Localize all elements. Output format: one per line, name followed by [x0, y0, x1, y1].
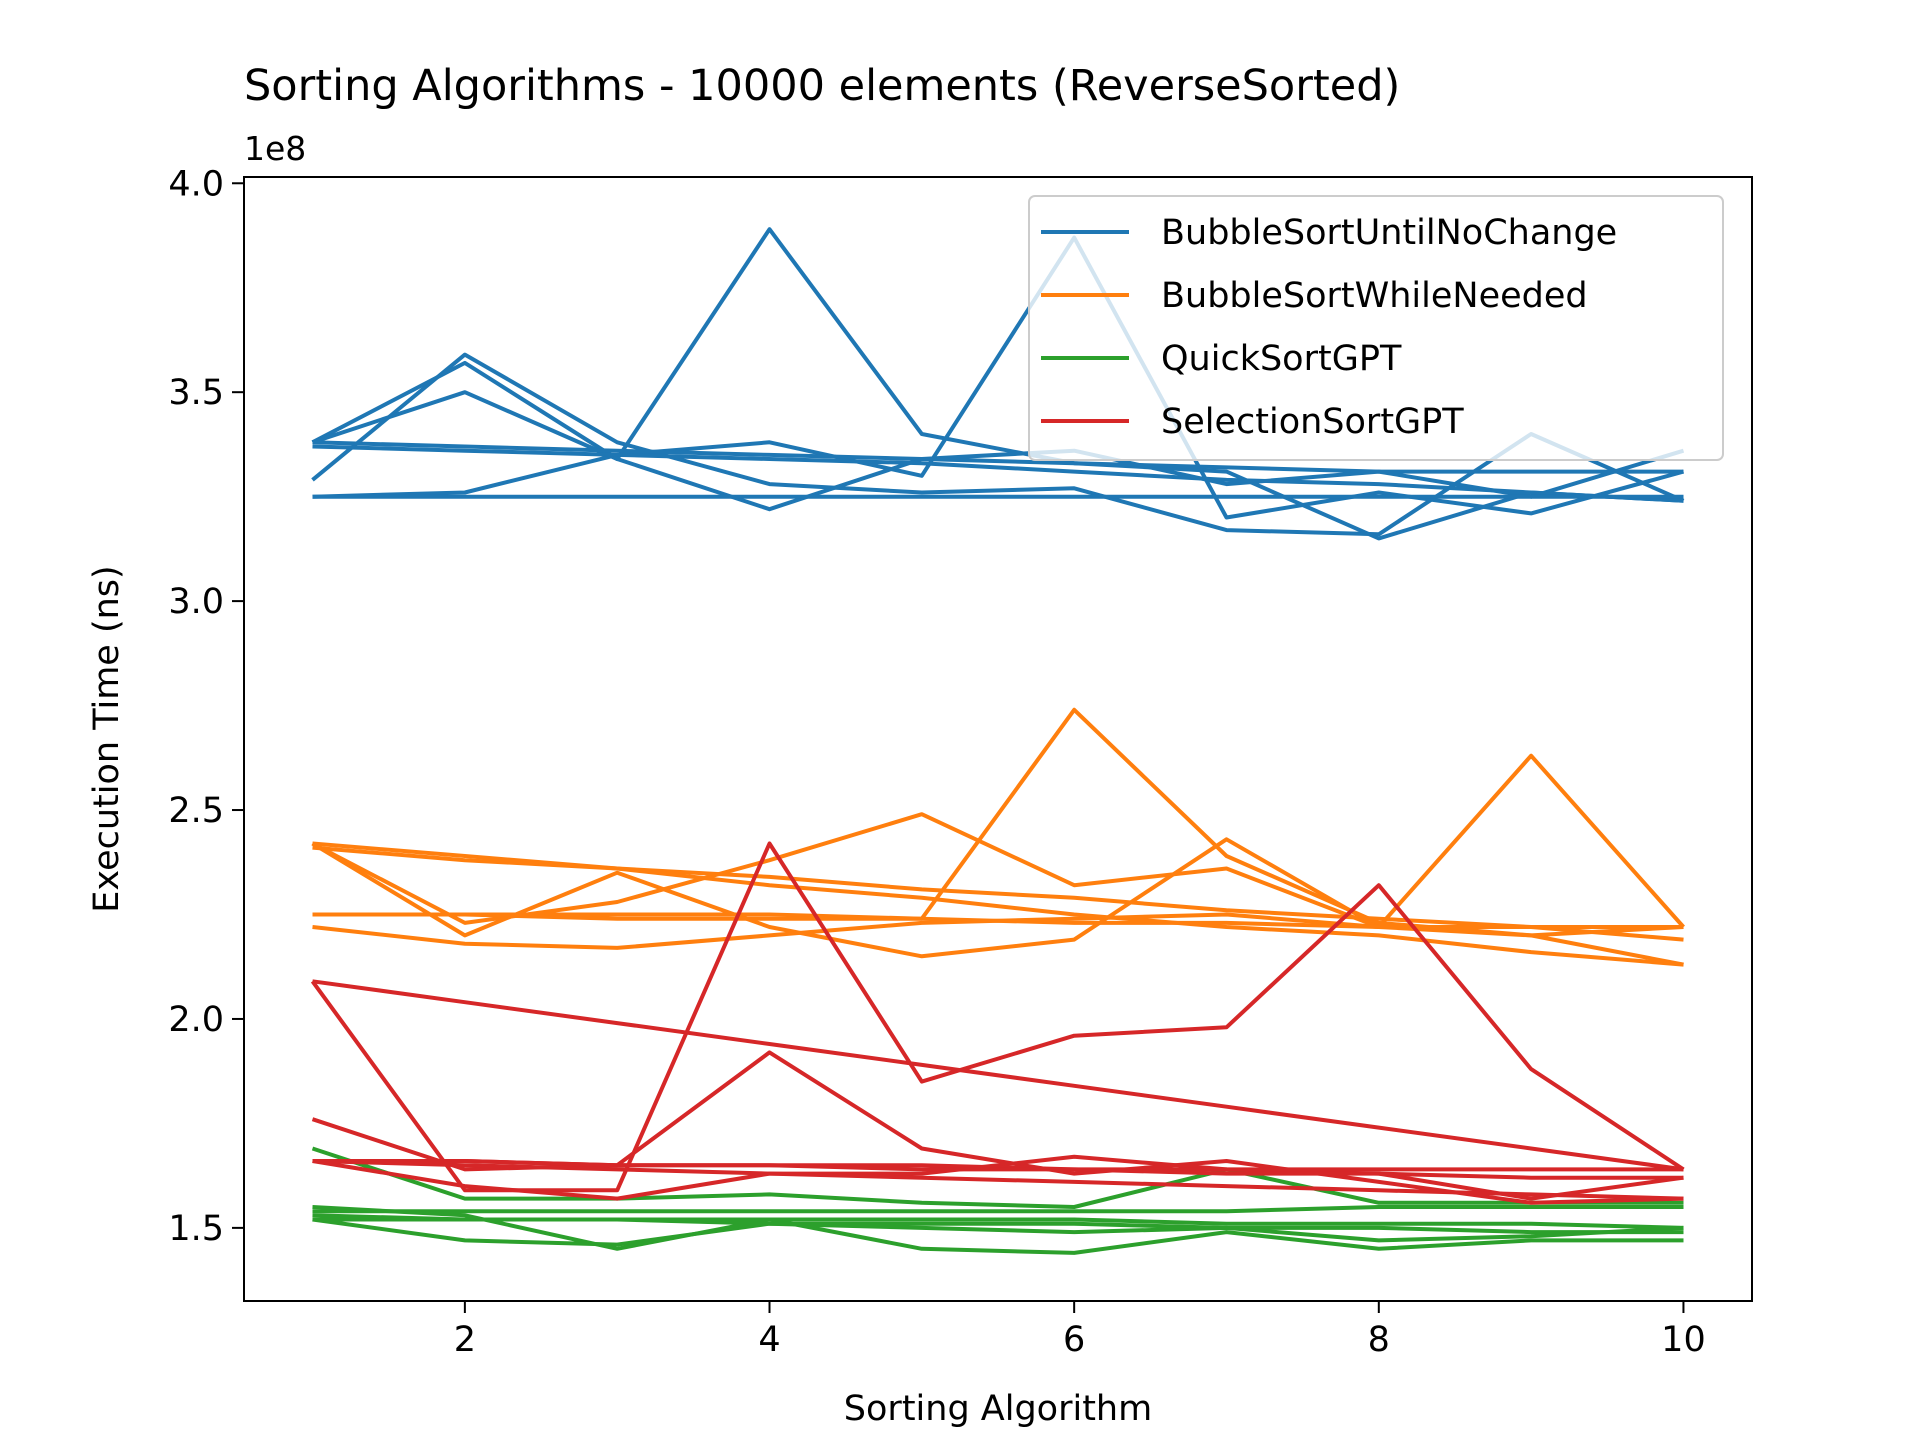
series-line-QuickSortGPT-run-2: [312, 1217, 1684, 1247]
chart-title: Sorting Algorithms - 10000 elements (Rev…: [244, 61, 1400, 111]
series-SelectionSortGPT: [310, 841, 1685, 1205]
legend-item-QuickSortGPT: QuickSortGPT: [1041, 339, 1402, 379]
series-line-BubbleSortUntilNoChange-run-2: [311, 227, 1684, 541]
y-axis-label: Execution Time (ns): [87, 565, 127, 912]
y-tick-label: 3.5: [168, 373, 224, 413]
x-tick-label: 6: [1063, 1320, 1085, 1360]
series-line-BubbleSortUntilNoChange-run-3: [312, 235, 1685, 520]
y-tick-label: 2.0: [168, 1000, 224, 1040]
series-line-SelectionSortGPT-run-7: [312, 1159, 1684, 1180]
series-line-BubbleSortWhileNeeded-run-3: [312, 707, 1684, 967]
series-line-QuickSortGPT-run-5: [312, 1205, 1684, 1214]
series-line-BubbleSortUntilNoChange-run-4: [311, 390, 1685, 512]
legend-item-SelectionSortGPT: SelectionSortGPT: [1041, 402, 1464, 442]
series-BubbleSortUntilNoChange: [311, 227, 1685, 541]
series-line-BubbleSortWhileNeeded-run-1: [311, 837, 1684, 959]
series-line-QuickSortGPT-run-6: [312, 1217, 1684, 1230]
series-line-BubbleSortWhileNeeded-run-7: [312, 912, 1684, 929]
y-tick-label: 4.0: [168, 164, 224, 204]
x-tick-label: 4: [758, 1320, 780, 1360]
series-BubbleSortWhileNeeded: [311, 707, 1685, 967]
legend-box: [1028, 195, 1724, 461]
x-tick-label: 2: [454, 1320, 476, 1360]
x-axis: 2 4 6 8 10: [454, 1301, 1706, 1360]
series-QuickSortGPT: [311, 1146, 1684, 1255]
legend: BubbleSortUntilNoChange BubbleSortWhileNe…: [1028, 195, 1724, 461]
series-line-SelectionSortGPT-run-6: [312, 1159, 1684, 1201]
legend-item-BubbleSortUntilNoChange: BubbleSortUntilNoChange: [1041, 213, 1617, 253]
series-line-QuickSortGPT-run-3: [312, 1205, 1684, 1255]
y-tick-label: 1.5: [168, 1209, 224, 1249]
series-layer: [310, 227, 1685, 1255]
series-line-BubbleSortWhileNeeded-run-6: [312, 841, 1684, 967]
legend-label: QuickSortGPT: [1161, 339, 1402, 379]
plot-area-frame: [243, 176, 1753, 1302]
legend-label: BubbleSortUntilNoChange: [1161, 213, 1617, 253]
series-line-BubbleSortWhileNeeded-run-2: [311, 753, 1685, 929]
series-line-QuickSortGPT-run-1: [311, 1146, 1684, 1209]
series-line-BubbleSortUntilNoChange-run-6: [312, 444, 1684, 503]
legend-label: BubbleSortWhileNeeded: [1161, 276, 1588, 316]
y-tick-label: 2.5: [168, 791, 224, 831]
x-tick-label: 10: [1661, 1320, 1706, 1360]
y-axis-offset-label: 1e8: [244, 129, 306, 168]
series-line-SelectionSortGPT-run-1: [310, 841, 1685, 1193]
x-tick-label: 8: [1368, 1320, 1390, 1360]
series-line-SelectionSortGPT-run-4: [312, 979, 1684, 1172]
legend-label: SelectionSortGPT: [1161, 402, 1464, 442]
y-axis: 1.5 2.0 2.5 3.0 3.5 4.0: [168, 164, 244, 1249]
series-line-BubbleSortUntilNoChange-run-5: [312, 440, 1684, 474]
series-line-BubbleSortWhileNeeded-run-5: [312, 845, 1684, 942]
x-axis-label: Sorting Algorithm: [844, 1389, 1152, 1429]
series-line-SelectionSortGPT-run-3: [312, 1154, 1684, 1201]
legend-item-BubbleSortWhileNeeded: BubbleSortWhileNeeded: [1041, 276, 1588, 316]
y-tick-label: 3.0: [168, 582, 224, 622]
